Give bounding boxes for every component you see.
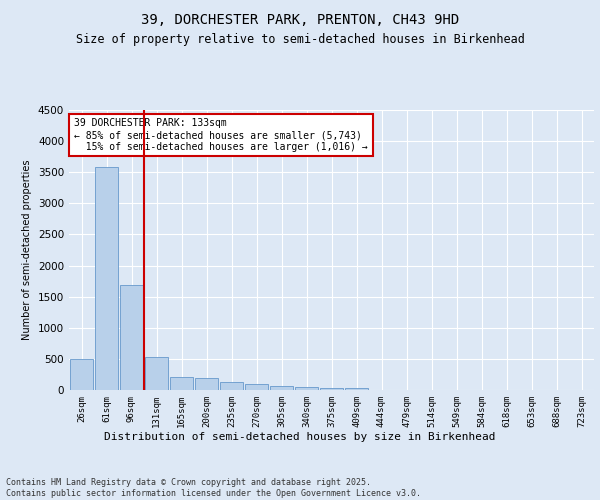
Text: Contains HM Land Registry data © Crown copyright and database right 2025.
Contai: Contains HM Land Registry data © Crown c… xyxy=(6,478,421,498)
Bar xyxy=(320,388,343,390)
Bar xyxy=(345,388,368,390)
Bar xyxy=(170,377,193,390)
Bar xyxy=(245,384,268,390)
Text: 39 DORCHESTER PARK: 133sqm
← 85% of semi-detached houses are smaller (5,743)
  1: 39 DORCHESTER PARK: 133sqm ← 85% of semi… xyxy=(74,118,368,152)
Bar xyxy=(295,387,318,390)
Text: Distribution of semi-detached houses by size in Birkenhead: Distribution of semi-detached houses by … xyxy=(104,432,496,442)
Bar xyxy=(220,382,243,390)
Bar xyxy=(195,378,218,390)
Text: Size of property relative to semi-detached houses in Birkenhead: Size of property relative to semi-detach… xyxy=(76,32,524,46)
Bar xyxy=(120,286,143,390)
Bar xyxy=(70,359,93,390)
Bar xyxy=(95,167,118,390)
Bar xyxy=(270,386,293,390)
Text: 39, DORCHESTER PARK, PRENTON, CH43 9HD: 39, DORCHESTER PARK, PRENTON, CH43 9HD xyxy=(141,12,459,26)
Y-axis label: Number of semi-detached properties: Number of semi-detached properties xyxy=(22,160,32,340)
Bar xyxy=(145,357,168,390)
